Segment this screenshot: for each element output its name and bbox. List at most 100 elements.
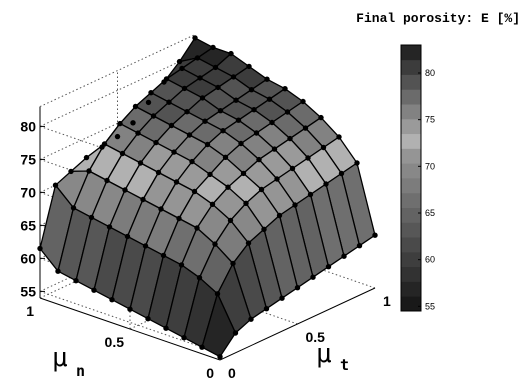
data-point-2-5 [258,186,265,193]
data-point-10-2 [68,168,74,175]
data-point-2-2 [212,241,218,247]
colorbar-band-12 [401,118,421,135]
data-point-9-10 [210,44,216,51]
mu-t-tick-label-0: 0 [228,365,236,378]
surface [39,37,376,358]
data-point-9-1 [70,205,77,211]
data-point-1-6 [292,202,298,208]
data-point-3-1 [178,262,185,268]
x-axis-label-sub: n [76,362,85,378]
data-point-1-2 [230,260,236,267]
z-tick-label-70: 70 [20,184,36,200]
mu-n-axis-line [39,297,221,361]
data-point-9-2 [86,168,92,174]
y-axis-label: μ t [316,339,349,374]
data-point-10-5 [114,133,121,140]
mu-t-axis-ticks: 00.51 [228,293,391,378]
data-point-6-0 [109,297,115,303]
data-point-1-0 [199,344,205,350]
colorbar-ticks: 55 60 65 70 75 80 [418,68,435,311]
data-point-1-7 [307,191,314,198]
data-point-8-9 [212,64,219,71]
data-point-5-2 [158,206,164,212]
data-point-6-10 [264,76,270,82]
data-point-7-1 [106,224,113,230]
data-point-8-8 [197,75,203,81]
colorbar-tick-label-55: 55 [425,301,435,311]
data-point-5-3 [173,179,180,185]
colorbar-tick-label-65: 65 [425,208,435,218]
data-point-7-4 [153,139,159,146]
colorbar-band-10 [401,148,421,164]
data-point-0-2 [248,316,254,322]
chart-title: Final porosity: E [%] [356,11,520,26]
data-point-5-0 [127,306,133,312]
data-point-2-3 [227,217,234,224]
data-point-10-9 [176,58,183,65]
data-point-8-7 [181,85,188,92]
data-point-3-5 [240,170,247,177]
data-point-8-1 [88,214,95,221]
data-markers [37,35,378,360]
data-point-8-6 [166,99,172,105]
data-point-0-4 [279,295,285,301]
data-point-8-0 [73,278,79,284]
data-point-1-10 [354,160,360,166]
axes-box-front [39,287,376,361]
data-point-5-5 [204,141,211,148]
data-point-5-7 [235,117,242,123]
data-point-5-6 [220,128,226,134]
mu-n-tick-label-0: 0 [206,365,214,378]
data-point-0-1 [232,330,239,336]
z-tick-label-80: 80 [20,118,36,134]
data-point-4-2 [176,215,182,222]
data-point-2-1 [196,275,203,281]
x-axis-label-main: μ [52,343,68,373]
data-point-0-9 [356,243,363,249]
data-point-2-6 [274,176,280,182]
colorbar-tick-label-70: 70 [425,161,435,171]
data-point-9-5 [132,103,139,110]
x-axis-label: μ n [52,343,85,378]
data-point-4-0 [145,316,151,322]
data-point-4-8 [269,119,275,126]
data-point-4-9 [284,109,291,115]
z-axis-ticks: 55 60 65 70 75 80 [20,118,45,299]
data-point-3-3 [209,201,216,207]
data-point-8-3 [119,150,126,157]
colorbar-band-8 [401,178,421,194]
data-point-4-5 [222,154,229,160]
data-point-7-7 [199,95,206,101]
data-point-6-7 [217,108,224,114]
data-point-3-0 [163,325,169,331]
data-point-10-1 [52,182,59,188]
colorbar-band-13 [401,104,421,120]
data-point-9-9 [194,55,201,61]
data-point-1-5 [276,212,283,219]
data-point-6-3 [155,169,162,176]
z-tick-label-55: 55 [20,283,36,299]
data-point-9-0 [55,268,61,274]
data-point-4-6 [238,140,244,147]
data-point-5-9 [266,96,273,102]
data-point-10-10 [192,35,198,41]
data-point-8-2 [104,177,110,184]
data-point-0-6 [310,274,316,280]
data-point-9-8 [179,65,185,72]
colorbar-tick-label-80: 80 [425,68,435,78]
colorbar-band-9 [401,163,421,179]
data-point-1-8 [323,181,329,187]
colorbar-band-17 [401,45,421,61]
colorbar-band-3 [401,251,421,268]
data-point-3-2 [194,225,200,231]
colorbar-band-16 [401,59,421,75]
mu-t-tick-label-0.5: 0.5 [306,329,326,345]
colorbar-tick-label-60: 60 [425,255,435,265]
data-point-2-10 [336,134,342,140]
colorbar-band-0 [401,296,421,312]
colorbar [400,44,422,312]
data-point-2-7 [289,165,296,172]
z-tick-label-65: 65 [20,217,36,233]
data-point-1-4 [261,226,267,232]
